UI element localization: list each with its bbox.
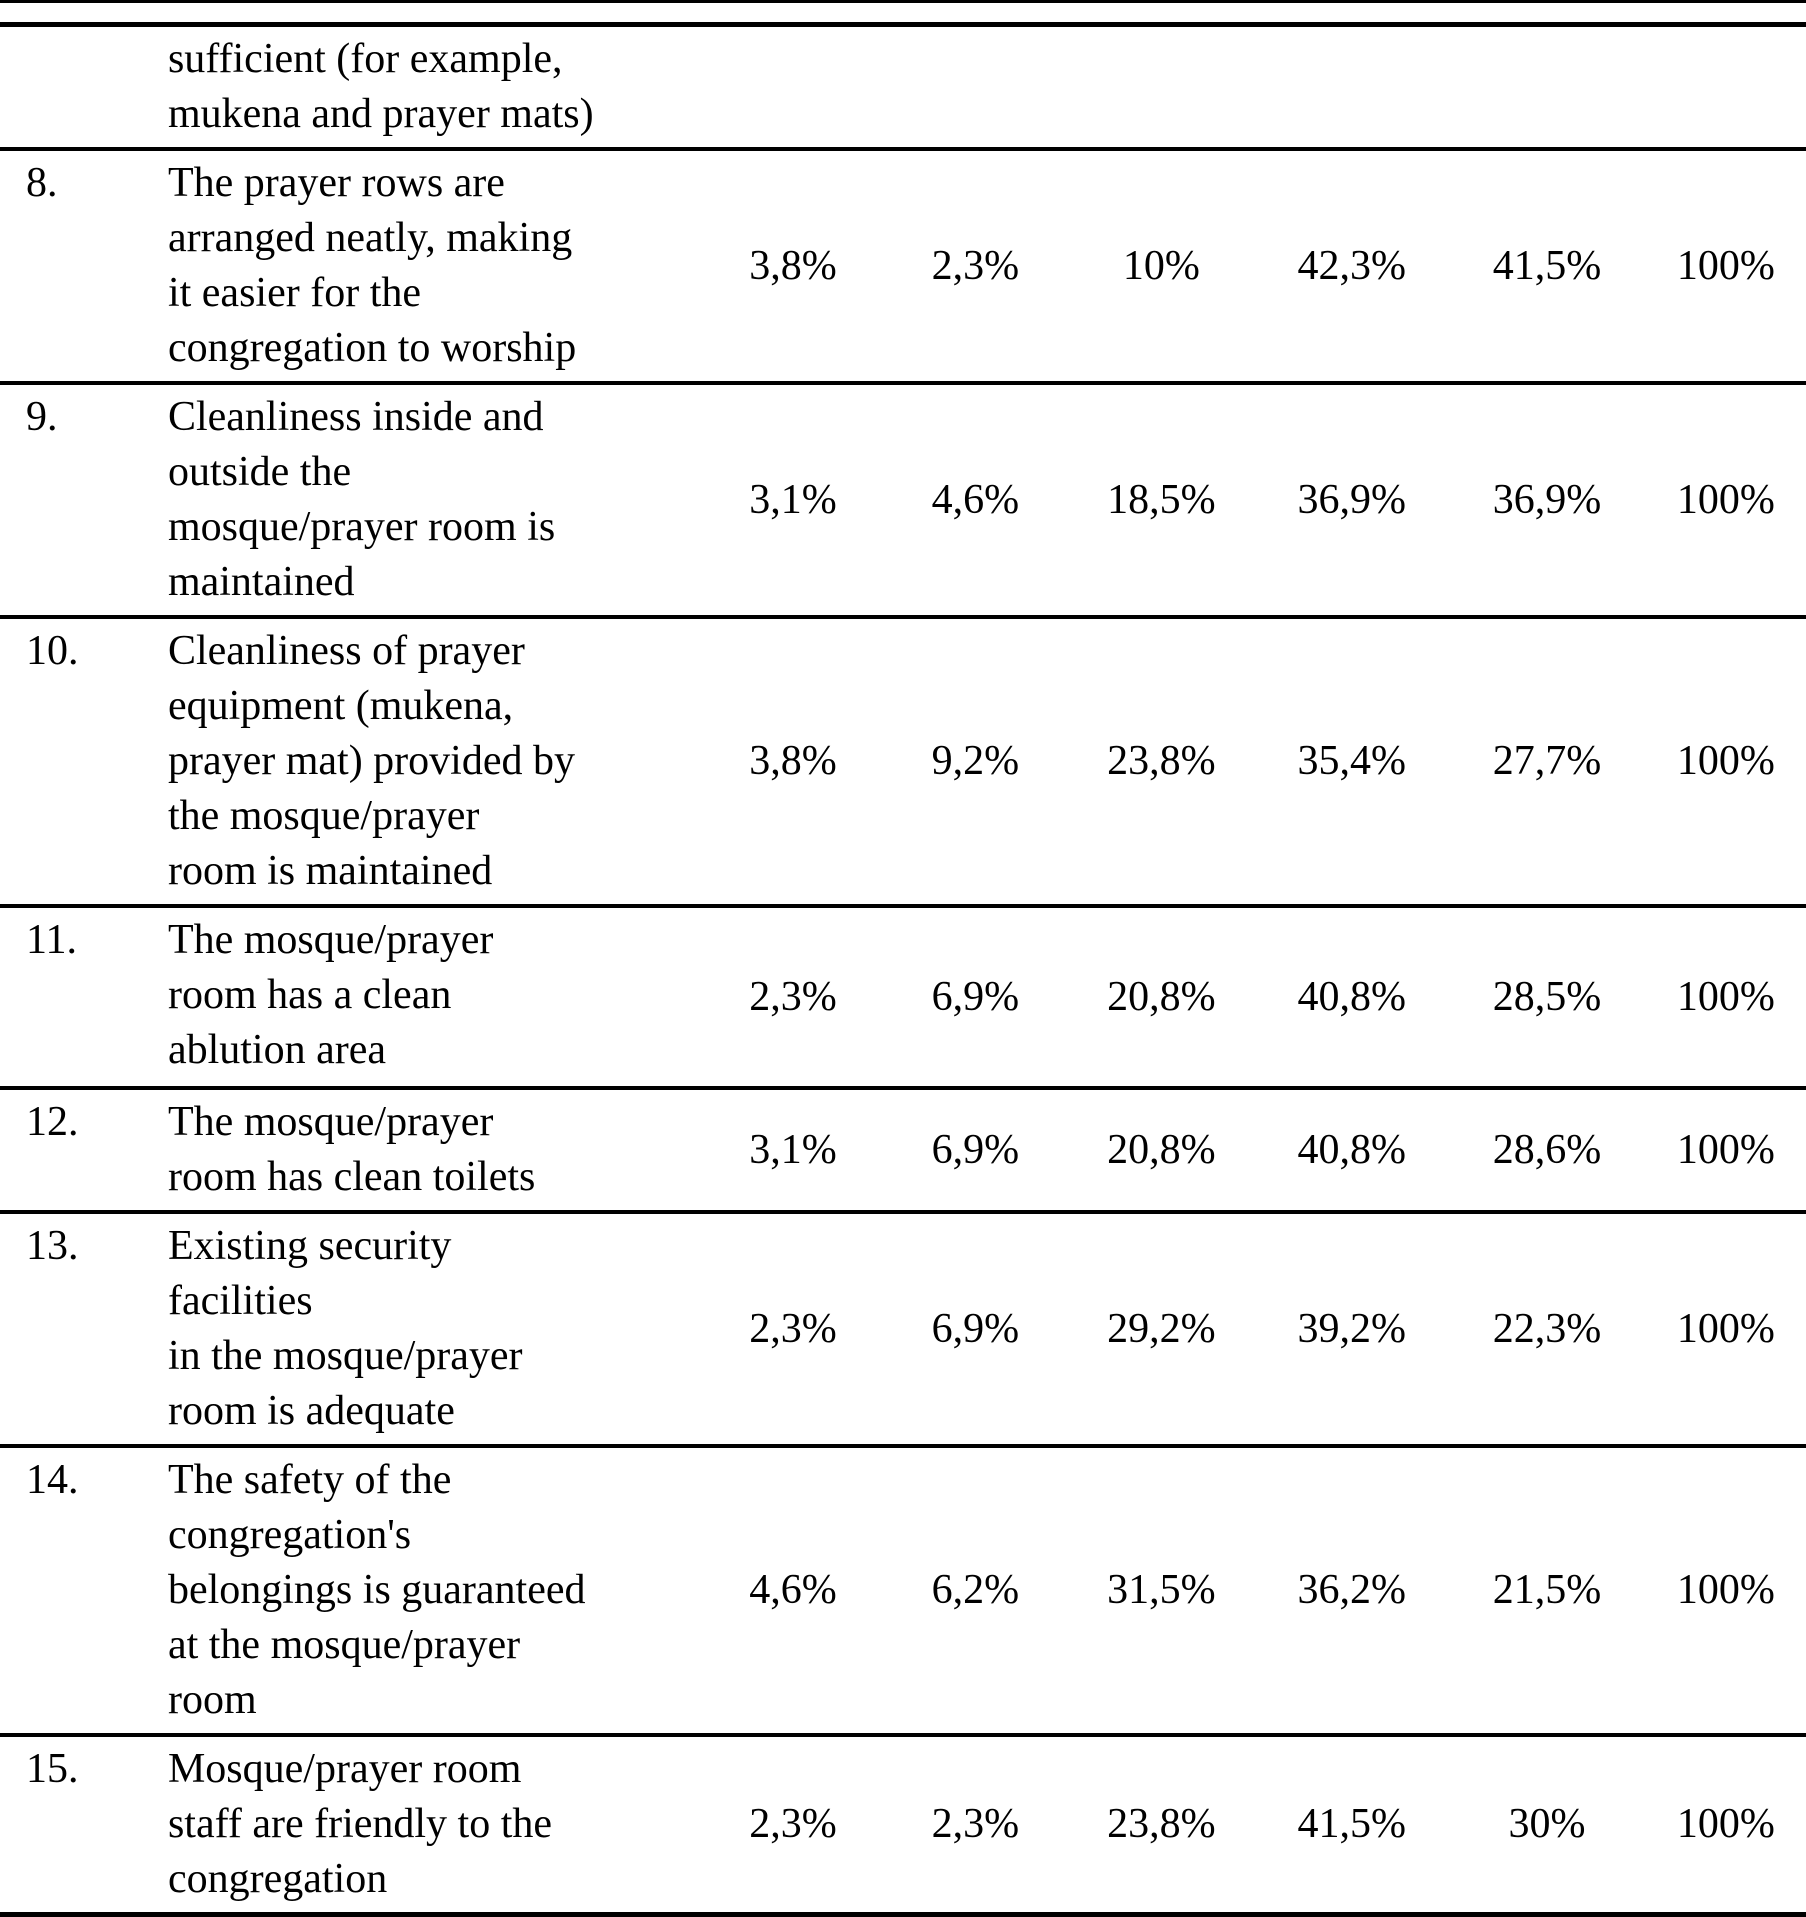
row-number: 12. xyxy=(26,1099,79,1145)
percentage-cell: 31,5% xyxy=(1107,1567,1216,1613)
row-number: 14. xyxy=(26,1457,79,1503)
percentage-cell: 29,2% xyxy=(1107,1305,1216,1352)
percentage-cell xyxy=(703,25,884,150)
percentage-cell: 6,9% xyxy=(931,1126,1020,1173)
percentage-cell: 41,5% xyxy=(1297,1801,1407,1847)
survey-results-table: sufficient (for example, mukena and pray… xyxy=(0,22,1806,1917)
percentage-cell: 4,6% xyxy=(931,476,1020,523)
table-row-15: 15. Mosque/prayer room staff are friendl… xyxy=(0,1735,1806,1915)
question-cell: The prayer rows are arranged neatly, mak… xyxy=(167,160,577,371)
percentage-cell: 35,4% xyxy=(1297,738,1407,784)
percentage-cell: 41,5% xyxy=(1492,242,1602,289)
percentage-cell: 100% xyxy=(1676,1567,1775,1613)
percentage-cell: 23,8% xyxy=(1107,738,1216,784)
percentage-cell: 36,9% xyxy=(1492,476,1602,523)
table-row-13: 13. Existing security facilities in the … xyxy=(0,1212,1806,1446)
percentage-cell: 100% xyxy=(1676,973,1775,1020)
percentage-cell: 40,8% xyxy=(1297,1126,1407,1173)
question-cell: The mosque/prayer room has clean toilets xyxy=(167,1099,536,1200)
row-number: 10. xyxy=(26,628,79,674)
percentage-cell: 3,1% xyxy=(749,476,837,523)
table-row-14: 14. The safety of the congregation's bel… xyxy=(0,1446,1806,1735)
percentage-cell: 36,9% xyxy=(1297,476,1407,523)
percentage-cell: 23,8% xyxy=(1107,1801,1216,1847)
question-cell: Cleanliness of prayer equipment (mukena,… xyxy=(167,628,575,894)
percentage-cell: 6,2% xyxy=(931,1567,1020,1613)
percentage-cell xyxy=(1255,25,1448,150)
table-row-8: 8. The prayer rows are arranged neatly, … xyxy=(0,149,1806,383)
percentage-cell: 100% xyxy=(1676,1305,1775,1352)
percentage-cell: 3,1% xyxy=(749,1126,837,1173)
percentage-cell xyxy=(883,25,1067,150)
percentage-cell: 100% xyxy=(1676,1126,1775,1173)
percentage-cell: 42,3% xyxy=(1297,242,1407,289)
row-number: 8. xyxy=(26,160,58,206)
percentage-cell: 6,9% xyxy=(931,1305,1020,1352)
crop-gap xyxy=(0,3,1806,22)
row-number xyxy=(0,25,168,150)
percentage-cell: 2,3% xyxy=(749,1305,837,1352)
question-cell: Mosque/prayer room staff are friendly to… xyxy=(167,1746,553,1902)
question-cell: The safety of the congregation's belongi… xyxy=(167,1457,586,1723)
percentage-cell: 3,8% xyxy=(749,738,837,784)
percentage-cell: 3,8% xyxy=(749,242,837,289)
row-number: 15. xyxy=(26,1746,79,1792)
percentage-cell: 22,3% xyxy=(1492,1305,1602,1352)
percentage-cell: 2,3% xyxy=(931,242,1020,289)
percentage-cell: 28,5% xyxy=(1492,973,1602,1020)
table-row-12: 12. The mosque/prayer room has clean toi… xyxy=(0,1088,1806,1212)
question-cell: Existing security facilities in the mosq… xyxy=(167,1223,523,1434)
question-cell: sufficient (for example, mukena and pray… xyxy=(167,36,594,137)
percentage-cell xyxy=(1646,25,1806,150)
percentage-cell: 9,2% xyxy=(931,738,1020,784)
percentage-cell: 2,3% xyxy=(749,1801,837,1847)
percentage-cell xyxy=(1448,25,1646,150)
percentage-cell: 18,5% xyxy=(1107,476,1216,523)
percentage-cell: 2,3% xyxy=(931,1801,1020,1847)
percentage-cell: 20,8% xyxy=(1107,1126,1216,1173)
percentage-cell xyxy=(1068,25,1256,150)
percentage-cell: 21,5% xyxy=(1492,1567,1602,1613)
table-row-11: 11. The mosque/prayer room has a clean a… xyxy=(0,906,1806,1088)
table-row-continuation: sufficient (for example, mukena and pray… xyxy=(0,25,1806,150)
percentage-cell: 27,7% xyxy=(1492,738,1602,784)
percentage-cell: 10% xyxy=(1122,242,1200,289)
percentage-cell: 6,9% xyxy=(931,973,1020,1020)
percentage-cell: 20,8% xyxy=(1107,973,1216,1020)
percentage-cell: 100% xyxy=(1676,476,1775,523)
percentage-cell: 39,2% xyxy=(1297,1305,1407,1352)
percentage-cell: 28,6% xyxy=(1492,1126,1602,1173)
cropped-previous-row-rule xyxy=(0,0,1806,3)
percentage-cell: 100% xyxy=(1676,1801,1775,1847)
percentage-cell: 2,3% xyxy=(749,973,837,1020)
row-number: 9. xyxy=(26,394,58,440)
percentage-cell: 100% xyxy=(1676,242,1775,289)
percentage-cell: 40,8% xyxy=(1297,973,1407,1020)
percentage-cell: 30% xyxy=(1508,1801,1586,1847)
percentage-cell: 36,2% xyxy=(1297,1567,1407,1613)
question-cell: Cleanliness inside and outside the mosqu… xyxy=(167,394,556,605)
question-cell: The mosque/prayer room has a clean ablut… xyxy=(167,917,494,1073)
row-number: 13. xyxy=(26,1223,79,1269)
percentage-cell: 4,6% xyxy=(749,1567,837,1613)
percentage-cell: 100% xyxy=(1676,738,1775,784)
table-row-10: 10. Cleanliness of prayer equipment (muk… xyxy=(0,617,1806,906)
row-number: 11. xyxy=(26,917,77,963)
table-row-9: 9. Cleanliness inside and outside the mo… xyxy=(0,383,1806,617)
